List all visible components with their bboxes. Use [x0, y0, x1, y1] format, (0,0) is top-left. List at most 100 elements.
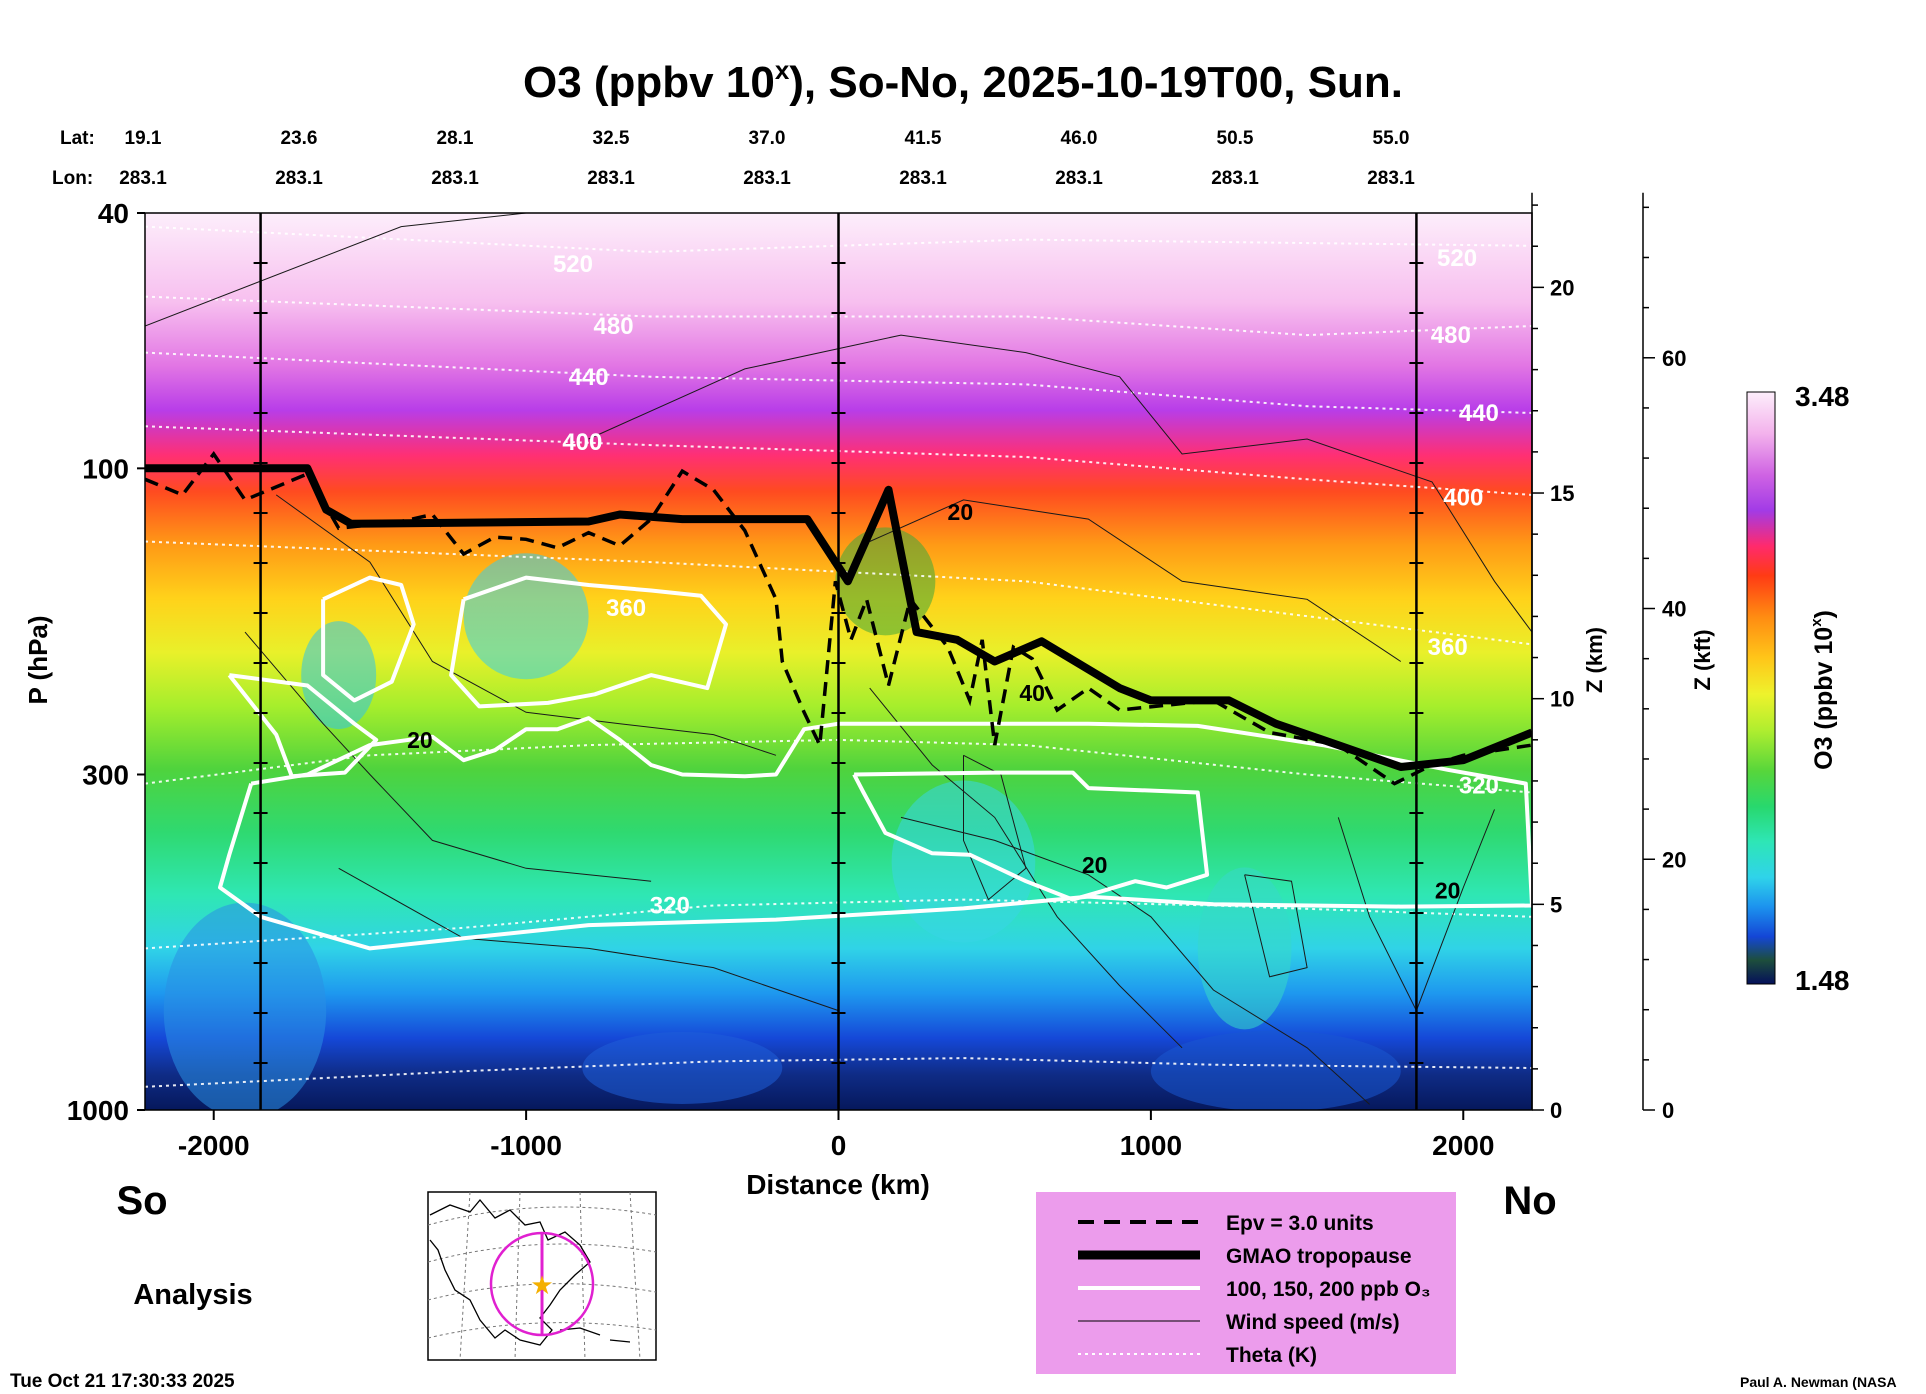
- wind-contour-label: 20: [1435, 878, 1461, 904]
- x-axis: -2000 -1000 0 1000 2000: [178, 1110, 1494, 1161]
- wind-speed-contour: [1244, 874, 1308, 978]
- z-km-axis-label: Z (km): [1582, 627, 1607, 693]
- theta-contour-label: 520: [553, 251, 593, 278]
- lon-label: 283.1: [275, 168, 323, 189]
- ozone-field-patch: [463, 553, 589, 680]
- ozone-ppb-contour: [321, 575, 416, 703]
- z-km-tick-label: 5: [1550, 892, 1562, 917]
- lat-label: 28.1: [437, 128, 474, 149]
- ozone-field-patch: [301, 621, 377, 730]
- lon-label: 283.1: [1367, 168, 1415, 189]
- theta-contour-label: 440: [1459, 400, 1499, 427]
- wind-speed-contour: [244, 631, 652, 882]
- y-tick-label: 40: [98, 198, 129, 229]
- lon-label: 283.1: [1211, 168, 1259, 189]
- ozone-field-patches: [163, 527, 1401, 1110]
- wind-speed-contour: [900, 816, 1370, 1105]
- x-tick-label: 1000: [1120, 1130, 1182, 1161]
- lat-label: 55.0: [1373, 128, 1410, 149]
- y-axis: 40 100 300 1000: [67, 198, 145, 1126]
- contour-labels: 520 480 440 400 360 320 520 480 440 400 360 320 20 20…: [407, 245, 1499, 920]
- inset-coastline: [429, 1198, 591, 1346]
- wind-contour-label: 40: [1019, 680, 1045, 706]
- author-credit: Paul A. Newman (NASA: [1740, 1374, 1897, 1390]
- z-kft-tick-label: 20: [1662, 847, 1686, 872]
- y-tick-label: 100: [82, 453, 129, 484]
- ozone-ppb-contour: [218, 716, 1532, 951]
- z-kft-tick-label: 0: [1662, 1098, 1674, 1123]
- theta-contour-label: 400: [1443, 484, 1483, 511]
- legend-entry-label: 100, 150, 200 ppb O₃: [1226, 1278, 1431, 1301]
- x-tick-label: 0: [831, 1130, 847, 1161]
- wind-speed-contour: [275, 494, 777, 756]
- lat-label: 23.6: [281, 128, 318, 149]
- ozone-ppb-contour: [852, 770, 1210, 902]
- ozone-ppb-contour: [449, 575, 728, 709]
- wind-speed-contour: [869, 499, 1402, 662]
- ozone-field-patch: [1150, 1030, 1401, 1110]
- z-km-tick-label: 0: [1550, 1098, 1562, 1123]
- z-km-tick-label: 15: [1550, 481, 1574, 506]
- lat-lon-labels: 19.1 283.1 23.6 283.1 28.1 283.1 32.5 283.1 37.0…: [119, 128, 1415, 189]
- theta-contour: [145, 351, 1532, 414]
- x-axis-label: Distance (km): [746, 1169, 930, 1200]
- theta-contour-label: 360: [606, 595, 646, 622]
- lon-header-label: Lon:: [52, 168, 93, 189]
- theta-contour-label: 480: [1431, 322, 1471, 349]
- lat-header-label: Lat:: [60, 128, 95, 149]
- wind-contour-label: 20: [407, 727, 433, 753]
- theta-contour-label: 440: [569, 364, 609, 391]
- z-km-tick-label: 20: [1550, 275, 1574, 300]
- lat-label: 19.1: [125, 128, 162, 149]
- inset-location-map: ★: [427, 1191, 657, 1361]
- theta-contour: [145, 540, 1532, 646]
- lat-label: 41.5: [905, 128, 942, 149]
- south-label: So: [116, 1179, 167, 1223]
- lon-label: 283.1: [119, 168, 167, 189]
- theta-contour-label: 320: [650, 892, 690, 919]
- ozone-field-patch: [1197, 867, 1292, 1030]
- colorbar-min-label: 1.48: [1795, 965, 1850, 996]
- theta-contour-label: 320: [1459, 772, 1499, 799]
- y-tick-label: 1000: [67, 1095, 129, 1126]
- lat-label: 50.5: [1217, 128, 1254, 149]
- z-kft-axis: 0 20 40 60: [1642, 192, 1686, 1123]
- theta-contour: [145, 295, 1532, 337]
- z-km-axis: 0 5 10 15 20: [1531, 192, 1574, 1123]
- legend: Epv = 3.0 units GMAO tropopause 100, 150, …: [1036, 1192, 1456, 1374]
- legend-entry-label: GMAO tropopause: [1226, 1245, 1412, 1268]
- north-label: No: [1503, 1179, 1556, 1223]
- analysis-label: Analysis: [133, 1279, 252, 1311]
- wind-speed-contour: [588, 334, 1532, 633]
- legend-entry-label: Epv = 3.0 units: [1226, 1212, 1374, 1235]
- chart-title: O3 (ppbv 10x), So-No, 2025-10-19T00, Sun…: [523, 55, 1403, 107]
- lon-label: 283.1: [743, 168, 791, 189]
- lat-label: 46.0: [1061, 128, 1098, 149]
- theta-contour: [145, 425, 1532, 496]
- wind-speed-contour: [145, 213, 527, 327]
- theta-contour-label: 520: [1437, 245, 1477, 272]
- colorbar: [1746, 391, 1776, 985]
- colorbar-max-label: 3.48: [1795, 381, 1850, 412]
- wind-contour-label: 20: [948, 499, 974, 525]
- theta-contour-label: 480: [594, 313, 634, 340]
- ozone-100-150-200ppb-contours: [218, 575, 1532, 951]
- lon-label: 283.1: [587, 168, 635, 189]
- z-kft-tick-label: 60: [1662, 346, 1686, 371]
- z-kft-axis-label: Z (kft): [1690, 629, 1715, 690]
- lon-label: 283.1: [431, 168, 479, 189]
- ozone-field-patch: [163, 902, 327, 1110]
- y-axis-label: P (hPa): [23, 615, 53, 704]
- inset-center-star: ★: [530, 1271, 553, 1301]
- z-km-tick-label: 10: [1550, 687, 1574, 712]
- ozone-field-patch: [891, 780, 1036, 943]
- x-tick-label: 2000: [1432, 1130, 1494, 1161]
- lon-label: 283.1: [1055, 168, 1103, 189]
- wind-speed-contours: [145, 213, 1532, 1105]
- ozone-ppb-contour: [227, 673, 379, 779]
- x-tick-label: -2000: [178, 1130, 250, 1161]
- y-tick-label: 300: [82, 759, 129, 790]
- reference-vertical-lines: [253, 213, 1424, 1110]
- lat-label: 32.5: [593, 128, 630, 149]
